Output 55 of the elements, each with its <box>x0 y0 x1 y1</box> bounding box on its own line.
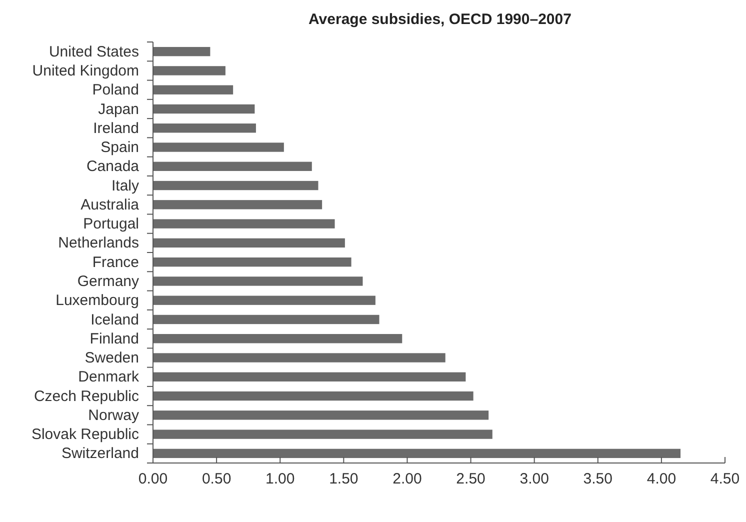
x-tick-label: 1.50 <box>329 470 358 488</box>
bar <box>153 85 234 94</box>
y-tick-label: Luxembourg <box>56 292 139 310</box>
bar <box>153 410 489 420</box>
x-tick-label: 0.50 <box>202 470 232 488</box>
y-tick-label: Germany <box>77 273 140 290</box>
bar <box>153 372 466 382</box>
bar <box>153 142 284 152</box>
bar <box>153 124 256 133</box>
bar <box>153 448 681 458</box>
y-tick-label: Czech Republic <box>34 388 140 405</box>
bar <box>153 296 376 305</box>
x-tick-label: 3.00 <box>520 470 549 488</box>
y-tick-label: Norway <box>88 406 140 424</box>
y-tick-label: Canada <box>86 158 140 176</box>
y-tick-label: Portugal <box>83 216 139 233</box>
bar <box>153 314 380 324</box>
y-tick-label: Ireland <box>93 120 139 137</box>
bar <box>153 104 255 114</box>
bar <box>153 276 363 286</box>
x-tick-label: 1.00 <box>266 470 295 488</box>
x-tick-label: 2.00 <box>392 470 422 488</box>
y-tick-label: Finland <box>90 330 139 348</box>
y-tick-label: Netherlands <box>58 234 139 252</box>
y-tick-label: Denmark <box>78 368 140 386</box>
x-tick-label: 4.00 <box>646 470 676 488</box>
bar <box>153 46 210 56</box>
bar <box>153 66 226 76</box>
y-tick-label: Switzerland <box>61 445 139 462</box>
y-tick-label: United States <box>48 43 139 60</box>
bar <box>153 162 312 171</box>
y-tick-label: Slovak Republic <box>31 426 140 444</box>
bar <box>153 430 492 439</box>
y-tick-label: Australia <box>80 196 140 214</box>
y-tick-label: Japan <box>98 100 139 118</box>
y-tick-label: United Kingdom <box>32 62 139 80</box>
y-tick-label: Iceland <box>90 311 139 328</box>
chart-title: Average subsidies, OECD 1990–2007 <box>308 11 572 28</box>
bar <box>153 238 345 248</box>
y-tick-label: Poland <box>92 82 139 99</box>
bar <box>153 334 402 344</box>
bar <box>153 353 446 362</box>
y-tick-label: Spain <box>100 139 139 156</box>
x-tick-label: 0.00 <box>138 470 168 488</box>
x-tick-label: 2.50 <box>456 470 486 488</box>
y-tick-label: Italy <box>111 177 140 194</box>
bar <box>153 391 474 401</box>
bar <box>153 219 335 228</box>
bar <box>153 257 352 267</box>
x-tick-label: 3.50 <box>583 470 612 488</box>
bar <box>153 180 318 190</box>
bar <box>153 200 322 210</box>
y-tick-label: Sweden <box>84 350 139 367</box>
y-tick-label: France <box>92 254 139 271</box>
x-tick-label: 4.50 <box>710 470 740 488</box>
